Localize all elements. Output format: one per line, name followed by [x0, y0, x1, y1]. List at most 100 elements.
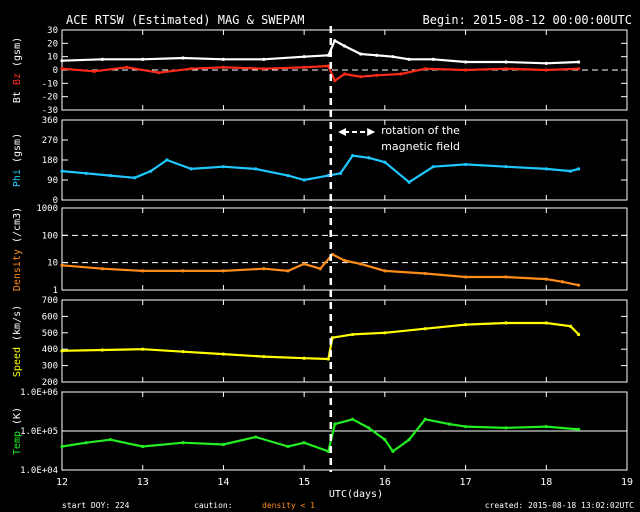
data-point-speed: [221, 352, 226, 356]
data-point-speed: [326, 357, 330, 361]
data-point-temp: [108, 438, 113, 442]
data-point-temp: [423, 417, 427, 421]
data-point-density: [342, 258, 347, 263]
rotation-annotation: rotation of the magnetic field: [338, 124, 460, 153]
y-tick-label: 200: [42, 378, 58, 388]
data-point-phi: [544, 167, 548, 171]
data-point-density: [141, 269, 145, 273]
y-tick-label: 400: [42, 345, 58, 355]
y-axis-label-part: Bz: [12, 73, 23, 91]
data-point-phi: [431, 165, 435, 169]
panel-frame: [61, 299, 628, 383]
data-point-bz: [189, 67, 193, 71]
data-point-phi: [133, 176, 137, 180]
data-point-temp: [326, 449, 330, 453]
y-tick-label: 0: [53, 196, 58, 206]
data-point-bz: [359, 75, 363, 79]
data-point-speed: [576, 332, 581, 337]
data-point-speed: [141, 347, 145, 351]
x-tick-label: 12: [56, 477, 68, 488]
data-point-bt: [181, 56, 185, 60]
y-tick-label: 100: [42, 231, 58, 241]
x-tick-label: 13: [137, 477, 149, 488]
annotation-arrow-right-head: [367, 128, 376, 136]
data-point-phi: [221, 165, 226, 169]
data-point-bt: [326, 53, 330, 57]
x-tick-label: 17: [460, 477, 472, 488]
data-point-bt: [262, 57, 266, 61]
data-point-density: [181, 269, 185, 273]
data-point-bt: [391, 55, 395, 59]
data-point-density: [302, 262, 306, 266]
data-point-bz: [504, 67, 508, 71]
x-tick-label: 16: [379, 477, 391, 488]
data-point-density: [463, 275, 468, 279]
y-axis-label-temp: Temp (K): [12, 407, 23, 455]
data-point-bt: [342, 44, 347, 48]
data-point-speed: [262, 354, 266, 359]
data-point-temp: [576, 427, 581, 431]
data-point-bz: [576, 67, 581, 71]
data-point-phi: [463, 162, 468, 167]
data-point-temp: [367, 426, 371, 430]
data-point-speed: [463, 323, 468, 327]
data-point-speed: [544, 321, 548, 325]
panel-speed: 700 600 500 400 300 200 Speed (km/s): [12, 296, 628, 388]
data-point-density: [560, 280, 565, 284]
data-point-speed: [302, 356, 306, 360]
chart-title: ACE RTSW (Estimated) MAG & SWEPAM: [66, 13, 304, 27]
data-point-density: [60, 263, 64, 267]
data-point-bt: [141, 57, 145, 61]
data-point-phi: [326, 173, 330, 178]
data-point-bz: [463, 68, 468, 72]
panel-mag: 30 20 10 0 -10 -20 -30 Bt Bz (gsm): [12, 26, 628, 116]
y-axis-label-part: Phi: [12, 169, 23, 187]
data-point-density: [262, 267, 266, 271]
data-point-speed: [181, 350, 185, 354]
y-tick-label: 10: [47, 53, 58, 63]
y-tick-label: 700: [42, 296, 58, 306]
data-point-phi: [149, 169, 153, 173]
x-tick-label: 18: [540, 477, 552, 488]
data-point-bz: [124, 65, 129, 69]
y-axis-label-part: (gsm): [12, 37, 23, 73]
data-point-bt: [302, 55, 306, 59]
data-point-density: [423, 271, 427, 276]
panel-phi: 360 270 180 90 0 Phi (gsm): [12, 116, 628, 206]
data-point-phi: [108, 173, 113, 178]
x-axis-label: UTC(days): [329, 489, 383, 500]
y-tick-label: 600: [42, 312, 58, 322]
data-point-temp: [302, 441, 306, 445]
data-point-bt: [463, 60, 468, 64]
data-point-temp: [407, 438, 411, 442]
y-tick-label: -20: [42, 93, 58, 103]
y-axis-label-part: Bt: [12, 91, 23, 103]
data-point-density: [286, 269, 290, 273]
panel-density: 1000 100 10 1 Density (/cm3): [12, 204, 628, 296]
y-axis-label-speed: Speed (km/s): [12, 305, 23, 377]
data-point-density: [383, 269, 387, 273]
data-point-phi: [568, 169, 573, 173]
data-point-phi: [383, 160, 387, 164]
data-point-bt: [407, 57, 411, 61]
y-tick-label: 1: [53, 286, 58, 296]
data-point-phi: [84, 171, 88, 175]
y-tick-label: 0: [53, 66, 58, 76]
y-tick-label: 30: [47, 26, 58, 36]
data-point-temp: [463, 424, 468, 429]
y-tick-label: 20: [47, 39, 58, 49]
data-point-speed: [568, 324, 573, 328]
data-point-phi: [165, 158, 169, 162]
data-point-bt: [221, 57, 226, 61]
data-point-phi: [350, 153, 355, 158]
panel-temp: 1.0E+06 1.0E+05 1.0E+04 Temp (K): [12, 388, 628, 476]
data-point-phi: [254, 167, 258, 171]
series-temp: [61, 418, 579, 453]
y-axis-label-phi: Phi (gsm): [12, 133, 23, 187]
data-point-phi: [189, 167, 193, 171]
data-point-phi: [302, 178, 306, 182]
x-tick-label: 15: [298, 477, 310, 488]
created-time: created: 2015-08-18 13:02:02UTC: [485, 501, 634, 510]
y-axis-label-part: Temp: [12, 431, 23, 455]
